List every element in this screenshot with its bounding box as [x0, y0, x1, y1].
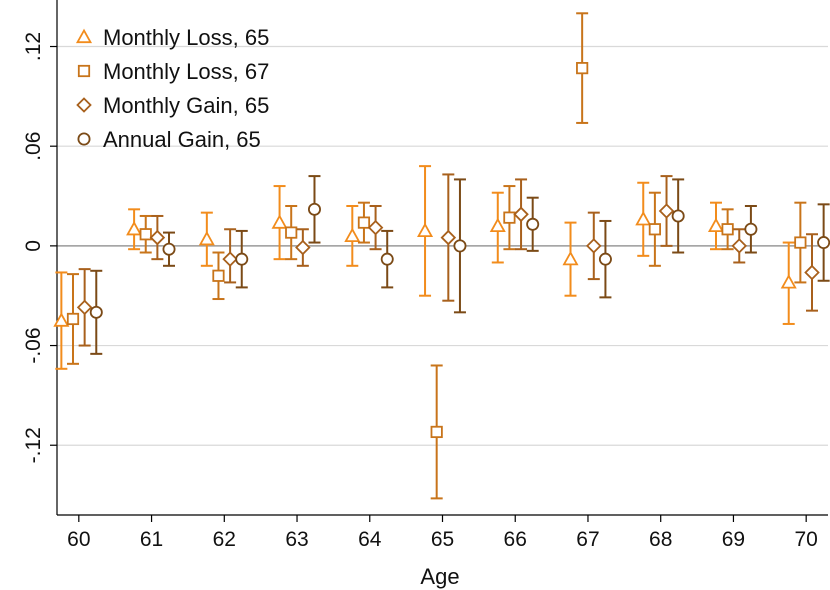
- y-tick-label: .12: [22, 32, 45, 61]
- legend-item: Monthly Loss, 65: [75, 25, 269, 50]
- x-tick-label: 66: [504, 528, 527, 551]
- point-marker: [149, 229, 166, 246]
- grid-lines: [57, 45, 828, 446]
- point-marker: [271, 214, 288, 229]
- point-marker: [307, 202, 321, 216]
- point-marker: [707, 217, 725, 233]
- point-marker: [794, 236, 807, 249]
- y-tick-label: .06: [22, 132, 45, 161]
- point-marker: [721, 223, 734, 236]
- legend-label: Monthly Loss, 67: [103, 59, 269, 84]
- point-marker: [285, 226, 298, 239]
- legend-item: Annual Gain, 65: [77, 127, 261, 152]
- point-marker: [513, 206, 529, 223]
- series-triangle: [53, 165, 797, 370]
- point-marker: [440, 229, 457, 246]
- point-marker: [417, 222, 434, 238]
- point-marker: [235, 252, 249, 266]
- point-marker: [731, 238, 748, 254]
- legend-label: Monthly Gain, 65: [103, 93, 269, 118]
- series-circle: [89, 175, 830, 355]
- x-tick-label: 60: [67, 528, 90, 551]
- x-axis-label: Age: [420, 564, 459, 589]
- series-square: [66, 12, 807, 500]
- x-tick-label: 61: [140, 528, 163, 551]
- x-tick-label: 64: [358, 528, 382, 551]
- point-marker: [430, 425, 443, 439]
- legend-item: Monthly Loss, 67: [77, 59, 269, 84]
- point-marker: [804, 264, 820, 281]
- point-marker: [658, 203, 675, 219]
- point-marker: [380, 252, 394, 266]
- point-marker: [367, 219, 384, 236]
- point-marker: [222, 251, 238, 267]
- x-tick-label: 62: [213, 528, 236, 551]
- point-marker: [344, 227, 361, 243]
- axes: -.12 -.06 0 .06 .12 60 61 62 63 64 65 66 67 68 69 70: [22, 0, 828, 551]
- point-marker: [453, 239, 467, 253]
- point-marker: [576, 62, 589, 75]
- point-marker: [817, 236, 830, 250]
- legend-label: Monthly Loss, 65: [103, 25, 269, 50]
- x-tick-label: 68: [649, 528, 672, 551]
- point-marker: [598, 252, 612, 266]
- y-tick-label: 0: [22, 240, 45, 252]
- legend-marker: [75, 28, 93, 44]
- point-marker: [126, 220, 143, 236]
- point-marker: [76, 299, 93, 316]
- legend: Monthly Loss, 65 Monthly Loss, 67 Monthly …: [75, 25, 269, 152]
- point-marker: [635, 210, 652, 226]
- series-diamond: [76, 173, 820, 347]
- legend-marker: [77, 132, 91, 146]
- point-marker: [89, 305, 103, 319]
- point-marker: [780, 274, 797, 289]
- x-tick-label: 69: [722, 528, 745, 551]
- point-marker: [295, 239, 311, 256]
- point-marker: [744, 222, 758, 236]
- y-tick-label: -.12: [22, 427, 45, 463]
- point-marker: [162, 242, 176, 256]
- point-marker: [53, 312, 70, 327]
- y-tick-label: -.06: [22, 327, 45, 363]
- point-marker: [212, 269, 225, 282]
- x-tick-label: 65: [431, 528, 454, 551]
- legend-marker: [76, 97, 92, 113]
- point-marker: [526, 217, 540, 231]
- legend-label: Annual Gain, 65: [103, 127, 261, 152]
- point-marker: [489, 217, 506, 233]
- point-marker: [671, 209, 685, 223]
- x-tick-label: 70: [794, 528, 817, 551]
- point-marker: [562, 250, 579, 266]
- point-marker: [357, 216, 371, 229]
- legend-marker: [77, 64, 91, 78]
- point-marker: [66, 312, 80, 326]
- x-tick-label: 67: [576, 528, 599, 551]
- point-marker: [503, 211, 516, 224]
- point-marker: [198, 230, 215, 246]
- point-marker: [648, 223, 661, 236]
- point-marker: [586, 238, 602, 254]
- legend-item: Monthly Gain, 65: [76, 93, 269, 118]
- data-series: [53, 12, 830, 500]
- x-tick-label: 63: [285, 528, 308, 551]
- point-marker: [139, 228, 152, 241]
